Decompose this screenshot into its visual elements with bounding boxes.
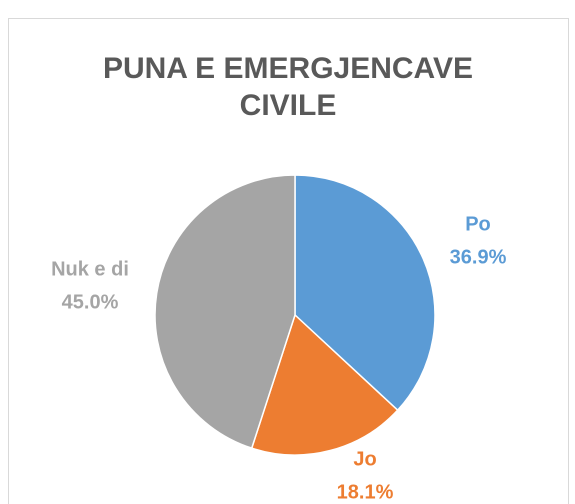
pie-slice	[250, 313, 399, 456]
pie-slice	[294, 174, 436, 412]
pie-slice	[154, 174, 296, 450]
slice-value-label: 18.1%	[337, 481, 394, 503]
slice-label: Jo	[353, 448, 376, 470]
chart-frame	[8, 18, 569, 504]
slice-label: Po	[465, 213, 491, 235]
slice-value-label: 45.0%	[62, 291, 119, 313]
slice-value-label: 36.9%	[450, 246, 507, 268]
chart-title: PUNA E EMERGJENCAVE CIVILE	[102, 52, 474, 122]
slice-label: Nuk e di	[51, 258, 129, 280]
